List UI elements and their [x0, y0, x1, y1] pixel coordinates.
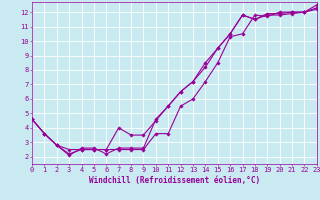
X-axis label: Windchill (Refroidissement éolien,°C): Windchill (Refroidissement éolien,°C): [89, 176, 260, 185]
